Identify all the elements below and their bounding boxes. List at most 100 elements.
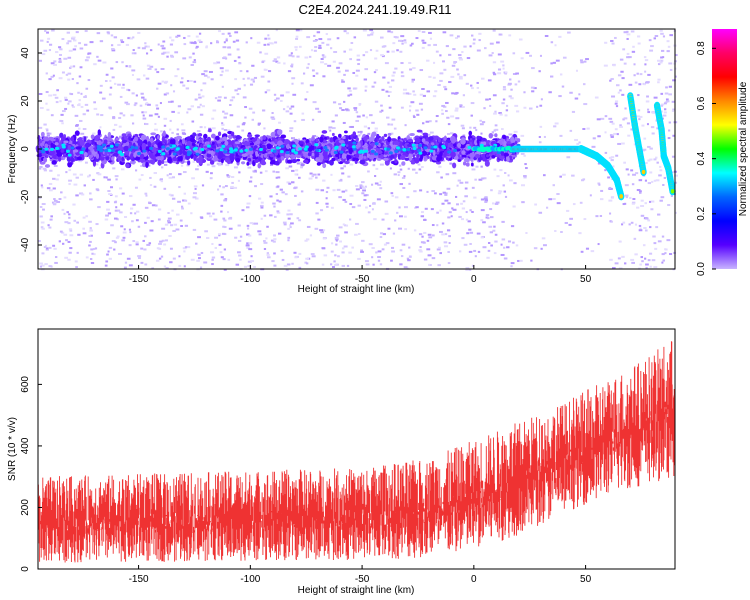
noise-speckle: [135, 219, 139, 222]
noise-speckle: [400, 255, 404, 258]
noise-speckle: [246, 202, 251, 205]
noise-speckle: [379, 187, 383, 190]
noise-blob: [179, 139, 183, 144]
noise-speckle: [206, 163, 210, 166]
noise-speckle: [421, 46, 425, 49]
noise-speckle: [481, 77, 485, 80]
noise-speckle: [101, 97, 106, 100]
noise-speckle: [143, 111, 148, 114]
noise-speckle: [78, 160, 83, 163]
noise-speckle: [615, 84, 620, 87]
noise-speckle: [513, 130, 518, 133]
noise-speckle: [157, 115, 160, 118]
noise-speckle: [161, 227, 166, 230]
noise-speckle: [54, 199, 58, 202]
noise-speckle: [515, 72, 519, 75]
noise-speckle: [276, 56, 281, 59]
noise-speckle: [274, 41, 278, 44]
noise-speckle: [371, 121, 375, 124]
noise-speckle: [192, 160, 195, 163]
noise-speckle: [222, 232, 226, 235]
noise-speckle: [528, 107, 533, 110]
noise-speckle: [135, 169, 138, 172]
noise-speckle: [170, 84, 173, 87]
noise-speckle: [175, 35, 179, 38]
noise-speckle: [128, 65, 132, 68]
noise-speckle: [183, 36, 186, 39]
noise-speckle: [654, 247, 658, 250]
noise-speckle: [617, 74, 622, 77]
noise-speckle: [506, 246, 510, 249]
noise-speckle: [93, 101, 96, 104]
noise-speckle: [541, 237, 546, 240]
noise-speckle: [156, 87, 159, 90]
noise-speckle: [144, 42, 147, 45]
noise-speckle: [141, 111, 145, 114]
noise-speckle: [429, 131, 434, 134]
noise-blob: [257, 163, 262, 169]
noise-speckle: [365, 116, 368, 119]
noise-speckle: [44, 30, 47, 33]
noise-speckle: [82, 113, 86, 116]
noise-speckle: [79, 119, 83, 122]
noise-speckle: [238, 171, 241, 174]
noise-speckle: [525, 167, 528, 170]
noise-speckle: [540, 98, 543, 101]
noise-speckle: [38, 126, 43, 129]
noise-speckle: [88, 234, 92, 237]
noise-speckle: [540, 247, 543, 250]
noise-speckle: [451, 207, 454, 210]
noise-blob: [115, 137, 120, 141]
noise-speckle: [611, 95, 616, 98]
noise-speckle: [267, 80, 271, 83]
noise-speckle: [252, 222, 256, 225]
noise-speckle: [377, 250, 382, 253]
noise-speckle: [273, 93, 277, 96]
noise-speckle: [487, 249, 491, 252]
noise-speckle: [664, 248, 667, 251]
noise-speckle: [145, 102, 149, 105]
noise-speckle: [569, 217, 573, 220]
noise-speckle: [58, 197, 62, 200]
noise-speckle: [299, 161, 303, 164]
noise-speckle: [137, 255, 142, 258]
noise-speckle: [311, 118, 315, 121]
noise-speckle: [373, 218, 377, 221]
noise-speckle: [122, 83, 125, 86]
noise-blob: [286, 159, 293, 164]
noise-speckle: [644, 257, 647, 260]
noise-blob: [443, 135, 447, 142]
noise-speckle: [591, 145, 596, 148]
noise-speckle: [349, 163, 354, 166]
noise-speckle: [639, 227, 642, 230]
noise-speckle: [310, 253, 315, 256]
noise-speckle: [444, 88, 448, 91]
noise-speckle: [181, 129, 186, 132]
noise-speckle: [481, 121, 486, 124]
noise-speckle: [54, 256, 58, 259]
noise-speckle: [45, 128, 49, 131]
noise-speckle: [516, 110, 520, 113]
noise-speckle: [407, 167, 410, 170]
noise-speckle: [222, 217, 226, 220]
noise-speckle: [96, 172, 100, 175]
noise-speckle: [390, 192, 394, 195]
noise-speckle: [552, 198, 556, 201]
noise-speckle: [245, 244, 250, 247]
noise-blob: [74, 130, 80, 136]
noise-speckle: [341, 264, 346, 267]
noise-speckle: [489, 42, 494, 45]
noise-speckle: [163, 124, 167, 127]
noise-speckle: [478, 32, 482, 35]
noise-speckle: [293, 251, 297, 254]
noise-speckle: [234, 236, 238, 239]
noise-speckle: [391, 74, 395, 77]
noise-speckle: [147, 67, 152, 70]
noise-speckle: [74, 45, 77, 48]
noise-blob: [390, 138, 397, 142]
noise-speckle: [501, 220, 505, 223]
noise-speckle: [80, 92, 83, 95]
noise-speckle: [227, 176, 230, 179]
noise-speckle: [399, 183, 404, 186]
noise-speckle: [608, 186, 612, 189]
